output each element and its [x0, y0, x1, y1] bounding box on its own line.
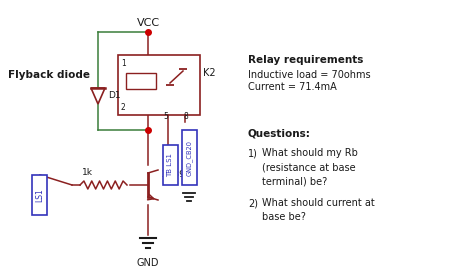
Text: VCC: VCC [137, 18, 160, 28]
Text: 1k: 1k [82, 168, 93, 177]
Text: GND: GND [137, 258, 159, 268]
Text: LS1: LS1 [35, 188, 44, 202]
Text: 5: 5 [164, 112, 168, 121]
Text: Inductive load = 70ohms: Inductive load = 70ohms [248, 70, 371, 80]
Text: 2N3903: 2N3903 [161, 170, 196, 179]
Bar [126, 73, 156, 89]
Text: Questions:: Questions: [248, 128, 311, 138]
Text: K2: K2 [203, 68, 216, 78]
Bar [118, 55, 200, 115]
Text: 2): 2) [248, 198, 258, 208]
Text: What should my Rb
(resistance at base
terminal) be?: What should my Rb (resistance at base te… [262, 148, 358, 186]
Bar [163, 145, 178, 185]
Text: Current = 71.4mA: Current = 71.4mA [248, 82, 337, 92]
Text: 1): 1) [248, 148, 258, 158]
Text: 2: 2 [121, 103, 126, 111]
Text: D1: D1 [108, 90, 120, 100]
Bar [182, 130, 197, 185]
Text: What should current at
base be?: What should current at base be? [262, 198, 375, 222]
Polygon shape [91, 88, 105, 104]
Text: 8: 8 [183, 112, 188, 121]
Text: TB LS1: TB LS1 [167, 153, 173, 177]
Text: Flyback diode: Flyback diode [8, 70, 90, 80]
Bar [32, 175, 47, 215]
Text: 1: 1 [121, 59, 126, 67]
Text: Relay requirements: Relay requirements [248, 55, 364, 65]
Text: GND_CB20: GND_CB20 [186, 139, 193, 175]
